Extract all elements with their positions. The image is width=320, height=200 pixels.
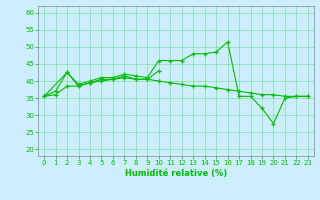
- X-axis label: Humidité relative (%): Humidité relative (%): [125, 169, 227, 178]
